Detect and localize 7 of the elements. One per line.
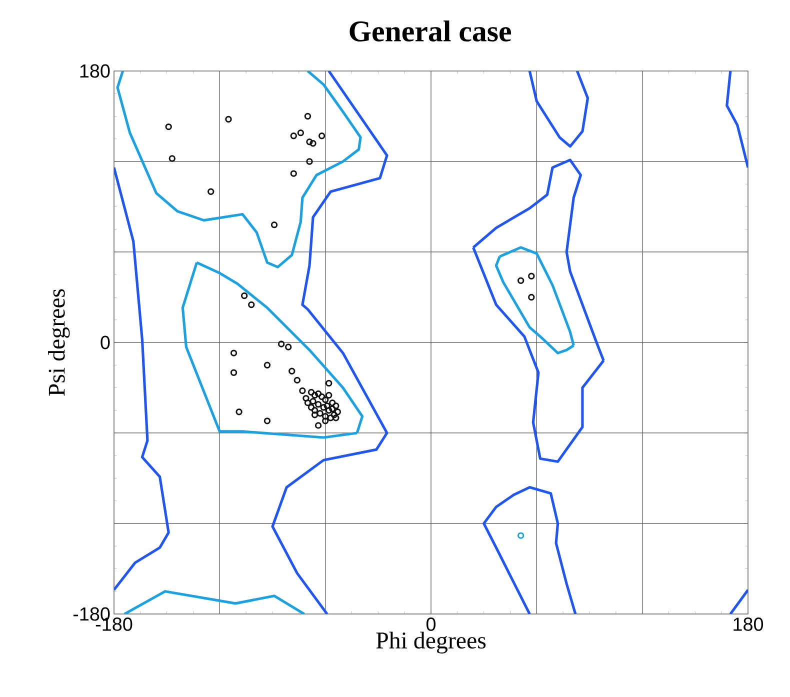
- chart-title: General case: [350, 20, 512, 42]
- y-axis-title: Psi degrees: [48, 289, 70, 396]
- x-tick-label: 180: [734, 618, 764, 631]
- x-tick-label: 0: [426, 618, 436, 631]
- y-tick-label: 0: [100, 336, 110, 350]
- x-axis-title: Phi degrees: [376, 632, 486, 654]
- y-tick-label: 180: [80, 64, 110, 78]
